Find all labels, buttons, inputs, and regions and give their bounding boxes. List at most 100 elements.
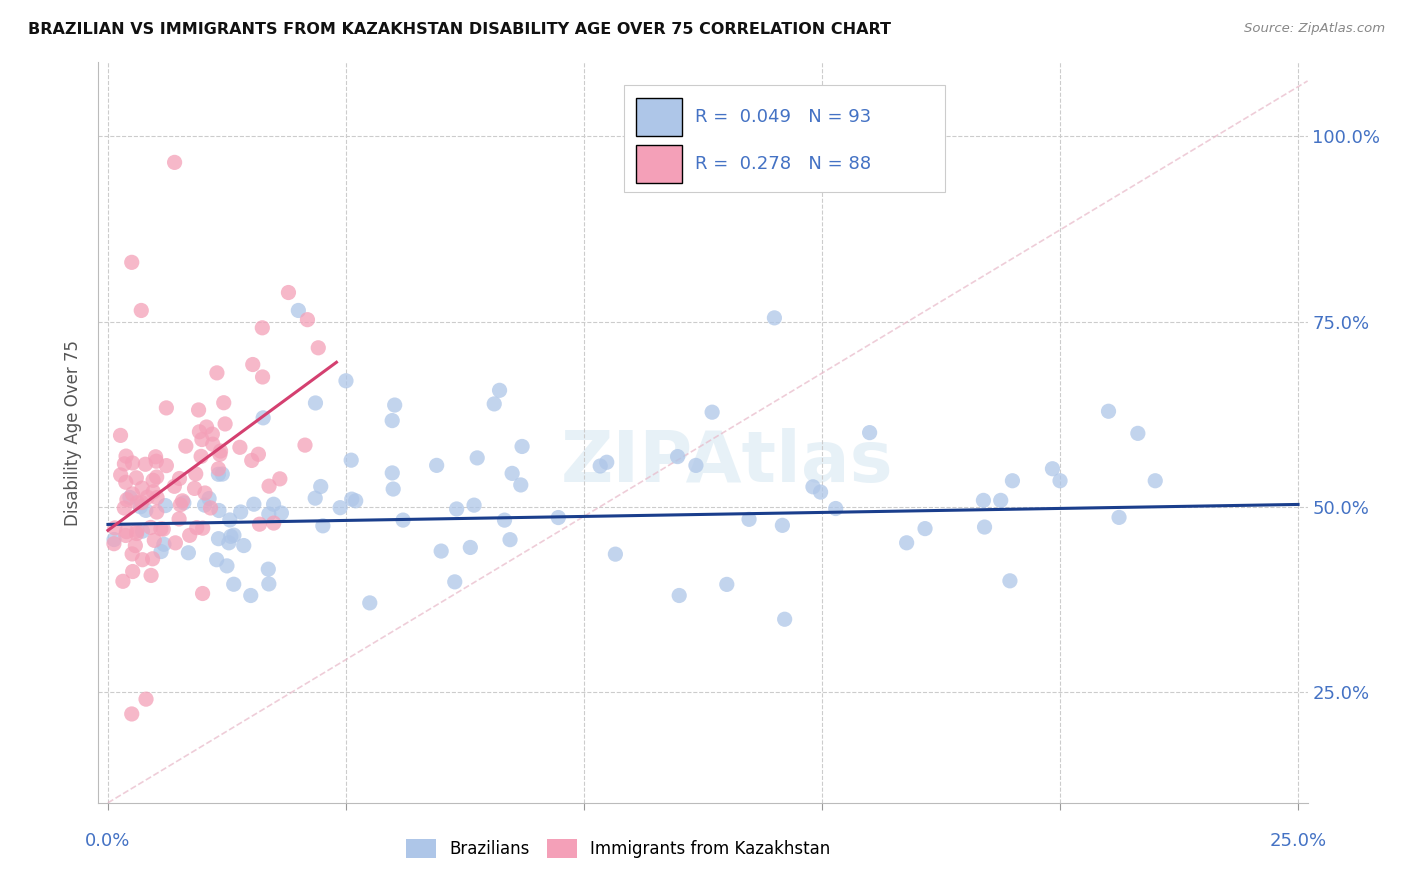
Point <box>446 502 468 516</box>
Point <box>135 503 157 517</box>
Point <box>896 536 918 550</box>
Point <box>125 471 148 485</box>
Point <box>207 462 229 476</box>
Point <box>198 491 221 506</box>
Point <box>169 498 191 512</box>
Text: R =  0.278   N = 88: R = 0.278 N = 88 <box>695 155 870 173</box>
Point <box>145 450 167 464</box>
Point <box>115 492 138 507</box>
Point <box>145 454 167 468</box>
Point <box>191 586 214 600</box>
Text: 0.0%: 0.0% <box>86 832 131 850</box>
Point <box>382 482 405 496</box>
Point <box>165 536 187 550</box>
Point <box>111 574 134 589</box>
Point <box>716 577 738 591</box>
Point <box>304 396 326 410</box>
Point <box>307 341 329 355</box>
Point <box>131 552 153 566</box>
Point <box>859 425 882 440</box>
Text: ZIPAtlas: ZIPAtlas <box>561 428 893 497</box>
Point <box>309 479 332 493</box>
Point <box>257 479 280 493</box>
Point <box>121 706 143 721</box>
Point <box>263 497 285 511</box>
Point <box>589 458 612 473</box>
Point <box>114 475 136 490</box>
Point <box>121 255 143 269</box>
Point <box>125 526 148 541</box>
Point <box>112 457 135 471</box>
Point <box>143 533 166 548</box>
Point <box>188 425 211 439</box>
Point <box>194 486 217 500</box>
Point <box>205 366 228 380</box>
Point <box>509 478 531 492</box>
Point <box>770 518 793 533</box>
Point <box>173 496 195 510</box>
Point <box>344 493 367 508</box>
Point <box>104 521 127 535</box>
Point <box>121 547 143 561</box>
Point <box>252 320 274 334</box>
Point <box>381 466 404 480</box>
Point <box>145 470 167 484</box>
Text: BRAZILIAN VS IMMIGRANTS FROM KAZAKHSTAN DISABILITY AGE OVER 75 CORRELATION CHART: BRAZILIAN VS IMMIGRANTS FROM KAZAKHSTAN … <box>28 22 891 37</box>
Point <box>172 494 194 508</box>
Point <box>499 533 522 547</box>
Point <box>207 467 229 482</box>
Point <box>463 498 485 512</box>
Point <box>124 539 146 553</box>
Point <box>329 500 352 515</box>
Point <box>205 552 228 566</box>
Point <box>136 490 159 504</box>
Point <box>1042 461 1064 475</box>
Point <box>129 500 152 514</box>
Point <box>972 493 994 508</box>
Point <box>139 520 162 534</box>
Point <box>229 440 252 454</box>
Point <box>146 491 169 505</box>
Point <box>103 533 125 547</box>
Point <box>222 577 245 591</box>
Point <box>131 481 153 495</box>
Point <box>211 467 233 481</box>
Point <box>484 397 506 411</box>
Point <box>135 692 157 706</box>
Point <box>179 528 201 542</box>
Point <box>142 473 165 487</box>
Point <box>773 612 796 626</box>
Point <box>596 455 619 469</box>
Point <box>191 521 214 535</box>
Point <box>110 467 132 482</box>
Point <box>190 450 212 464</box>
Point <box>252 370 274 384</box>
Point <box>183 482 205 496</box>
Point <box>738 512 761 526</box>
Point <box>1144 474 1167 488</box>
Point <box>139 568 162 582</box>
Point <box>239 589 262 603</box>
Point <box>115 524 138 539</box>
Point <box>304 491 326 505</box>
Point <box>209 444 232 458</box>
Point <box>510 440 533 454</box>
Point <box>174 439 197 453</box>
Point <box>142 484 165 499</box>
Point <box>666 450 689 464</box>
Point <box>153 537 176 551</box>
Point <box>121 487 143 501</box>
Point <box>824 501 846 516</box>
Point <box>200 500 222 515</box>
Point <box>810 485 832 500</box>
Point <box>229 505 252 519</box>
Point <box>218 513 240 527</box>
Point <box>243 497 266 511</box>
Point <box>163 155 186 169</box>
FancyBboxPatch shape <box>624 85 945 192</box>
Point <box>426 458 449 473</box>
Point <box>115 449 138 463</box>
Point <box>201 437 224 451</box>
Point <box>287 303 309 318</box>
Point <box>242 358 264 372</box>
